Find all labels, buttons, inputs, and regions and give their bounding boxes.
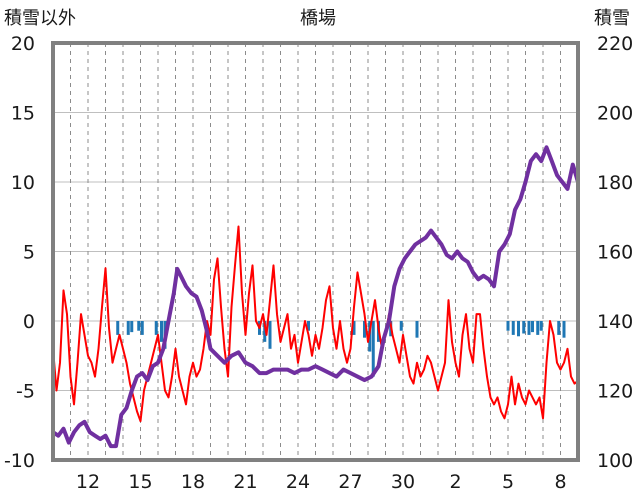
x-tick-label: 15 — [128, 471, 152, 493]
precipitation-bar — [154, 321, 158, 335]
precipitation-bar — [399, 321, 403, 331]
precipitation-bar — [506, 321, 510, 331]
precipitation-bar — [557, 321, 561, 335]
right-tick-label: 120 — [597, 381, 633, 403]
precipitation-bar — [527, 321, 531, 335]
x-tick-label: 5 — [502, 471, 514, 493]
left-axis-title: 積雪以外 — [4, 8, 76, 29]
precipitation-bar — [116, 321, 120, 335]
right-axis-ticks: 220 200 180 160 140 120 100 — [597, 33, 633, 472]
precipitation-bar — [517, 321, 520, 337]
left-tick-label: -10 — [4, 450, 35, 472]
precipitation-bar — [126, 321, 130, 335]
precipitation-bar — [539, 321, 543, 331]
snow-depth-line — [51, 145, 580, 449]
precipitation-bar — [307, 321, 310, 331]
x-tick-label: 18 — [181, 471, 205, 493]
x-tick-label: 21 — [233, 471, 257, 493]
precipitation-bar — [140, 321, 144, 335]
precipitation-bar — [536, 321, 540, 335]
x-axis-ticks: 12 15 18 21 24 27 30 2 5 8 — [76, 471, 567, 493]
left-tick-label: -5 — [16, 381, 35, 403]
plot-frame — [51, 41, 580, 462]
x-tick-label: 30 — [391, 471, 415, 493]
precipitation-bar — [352, 321, 356, 335]
precipitation-bar — [363, 321, 366, 338]
left-tick-label: 10 — [11, 172, 35, 194]
precipitation-bar — [415, 321, 419, 338]
chart-title: 橋場 — [300, 8, 336, 29]
x-tick-label: 2 — [449, 471, 461, 493]
precipitation-bar — [511, 321, 515, 335]
x-tick-label: 8 — [554, 471, 566, 493]
temperature-line — [52, 225, 579, 423]
precipitation-bar — [562, 321, 566, 338]
right-tick-label: 160 — [597, 242, 633, 264]
left-tick-label: 0 — [23, 311, 35, 333]
precipitation-bar — [160, 321, 163, 342]
right-tick-label: 200 — [597, 103, 633, 125]
precipitation-bar — [263, 321, 267, 342]
right-tick-label: 180 — [597, 172, 633, 194]
left-tick-label: 5 — [23, 242, 35, 264]
precipitation-bar — [137, 321, 141, 331]
precipitation-bar — [371, 321, 375, 377]
right-axis-title: 積雪 — [594, 8, 630, 29]
x-tick-label: 27 — [338, 471, 362, 493]
left-tick-label: 20 — [11, 33, 35, 55]
left-tick-label: 15 — [11, 103, 35, 125]
left-axis-ticks: 20 15 10 5 0 -5 -10 — [4, 33, 35, 472]
series-lines — [51, 145, 580, 449]
x-tick-label: 24 — [286, 471, 310, 493]
precipitation-bar — [522, 321, 526, 334]
right-tick-label: 140 — [597, 311, 633, 333]
precipitation-bar — [130, 321, 134, 333]
precipitation-bar — [531, 321, 534, 333]
precipitation-bar — [268, 321, 272, 349]
right-tick-label: 220 — [597, 33, 633, 55]
right-tick-label: 100 — [597, 450, 633, 472]
x-tick-label: 12 — [76, 471, 100, 493]
